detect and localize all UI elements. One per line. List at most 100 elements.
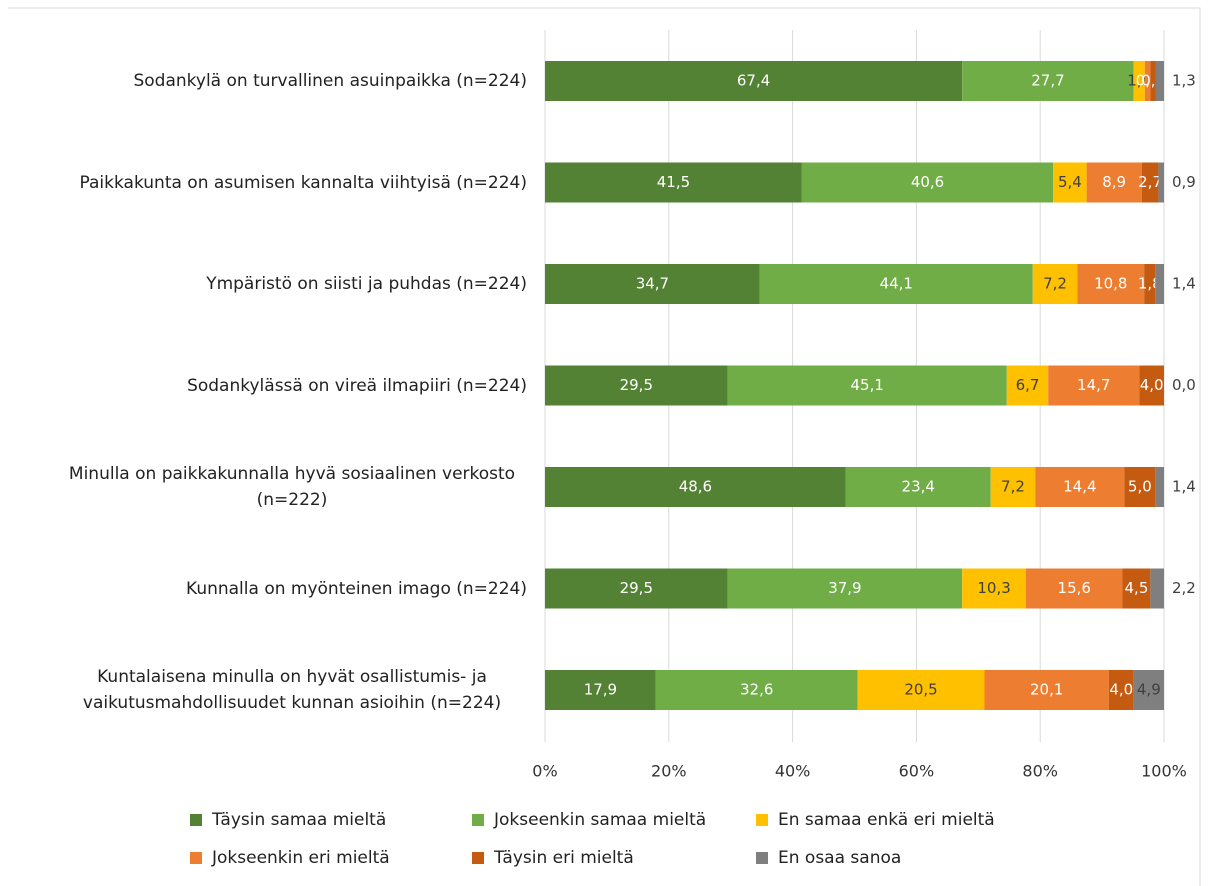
bar-segment bbox=[1124, 467, 1156, 507]
bar-segment bbox=[1077, 264, 1145, 304]
bar-segment bbox=[801, 162, 1054, 203]
data-label: 4,9 bbox=[1137, 681, 1161, 699]
bar-segment bbox=[1108, 670, 1134, 710]
x-tick-label: 0% bbox=[532, 762, 557, 781]
x-tick-label: 100% bbox=[1141, 762, 1187, 781]
category-text: Kunnalla on myönteinen imago (n=224) bbox=[186, 578, 527, 599]
bar-segment bbox=[545, 568, 728, 609]
category-text: Ympäristö on siisti ja puhdas (n=224) bbox=[206, 274, 527, 294]
bar-segment bbox=[990, 467, 1036, 507]
data-label: 37,9 bbox=[828, 579, 861, 597]
legend-label: Täysin samaa mieltä bbox=[211, 810, 386, 830]
category-label: Minulla on paikkakunnalla hyvä sosiaalin… bbox=[0, 461, 527, 513]
data-label: 23,4 bbox=[902, 478, 935, 496]
data-label: 2,2 bbox=[1172, 579, 1196, 597]
bar-segment bbox=[1032, 264, 1078, 304]
data-label: 1,4 bbox=[1172, 275, 1196, 293]
data-label: 8,9 bbox=[1102, 173, 1126, 191]
data-label: 34,7 bbox=[636, 275, 669, 293]
x-tick-label: 40% bbox=[775, 762, 811, 781]
data-label: 41,5 bbox=[657, 173, 690, 191]
bar-segment bbox=[1155, 264, 1164, 304]
bar-segment bbox=[962, 61, 1134, 101]
bar-segment bbox=[1053, 162, 1087, 203]
bar-segment bbox=[1048, 365, 1140, 406]
bar-segment bbox=[545, 162, 802, 203]
category-label: Kuntalaisena minulla on hyvät osallistum… bbox=[0, 664, 527, 716]
bar-segment bbox=[962, 568, 1026, 609]
category-text: Kuntalaisena minulla on hyvät osallistum… bbox=[82, 667, 502, 713]
data-label: 5,0 bbox=[1128, 478, 1152, 496]
legend-label: Jokseenkin eri mieltä bbox=[211, 848, 390, 868]
category-label: Paikkakunta on asumisen kannalta viihtyi… bbox=[0, 170, 527, 196]
data-label: 1,3 bbox=[1172, 72, 1196, 90]
data-label: 10,8 bbox=[1094, 275, 1127, 293]
bar-segment bbox=[545, 264, 760, 304]
data-label: 20,1 bbox=[1030, 681, 1063, 699]
bar-segment bbox=[759, 264, 1033, 304]
bar-segment bbox=[1139, 365, 1164, 406]
bar-segment bbox=[1155, 61, 1164, 101]
legend-label: En osaa sanoa bbox=[778, 848, 901, 868]
bar-segment bbox=[1025, 568, 1123, 609]
bar-segment bbox=[655, 670, 858, 710]
data-label: 29,5 bbox=[620, 376, 653, 394]
category-label: Sodankylä on turvallinen asuinpaikka (n=… bbox=[0, 68, 527, 94]
category-label: Ympäristö on siisti ja puhdas (n=224) bbox=[0, 271, 527, 297]
legend-swatch bbox=[756, 814, 768, 826]
legend-swatch bbox=[756, 852, 768, 864]
data-label: 48,6 bbox=[679, 478, 712, 496]
x-tick-label: 20% bbox=[651, 762, 687, 781]
data-label: 15,6 bbox=[1058, 579, 1091, 597]
x-tick-label: 60% bbox=[899, 762, 935, 781]
bar-segment bbox=[545, 467, 846, 507]
bar-segment bbox=[1158, 162, 1164, 203]
data-label: 29,5 bbox=[620, 579, 653, 597]
data-label: 7,2 bbox=[1043, 275, 1067, 293]
legend-label: En samaa enkä eri mieltä bbox=[778, 810, 995, 830]
data-label: 40,6 bbox=[911, 173, 944, 191]
data-label: 27,7 bbox=[1031, 72, 1064, 90]
data-label: 10,3 bbox=[977, 579, 1010, 597]
legend-label: Jokseenkin samaa mieltä bbox=[493, 810, 706, 830]
data-label: 2,7 bbox=[1138, 173, 1162, 191]
data-label: 32,6 bbox=[740, 681, 773, 699]
data-label: 4,0 bbox=[1109, 681, 1133, 699]
category-label: Kunnalla on myönteinen imago (n=224) bbox=[0, 576, 527, 602]
category-text: Sodankylä on turvallinen asuinpaikka (n=… bbox=[133, 71, 527, 91]
bar-segment bbox=[845, 467, 991, 507]
bar-segment bbox=[545, 61, 963, 101]
data-label: 7,2 bbox=[1001, 478, 1025, 496]
bar-segment bbox=[1006, 365, 1049, 406]
legend-swatch bbox=[472, 852, 484, 864]
legend-swatch bbox=[472, 814, 484, 826]
data-label: 67,4 bbox=[737, 72, 770, 90]
bar-segment bbox=[1133, 670, 1164, 710]
bar-segment bbox=[1086, 162, 1142, 203]
data-label: 14,7 bbox=[1077, 376, 1110, 394]
data-label: 0,9 bbox=[1172, 173, 1196, 191]
bar-segment bbox=[1035, 467, 1125, 507]
bar-segment bbox=[984, 670, 1109, 710]
x-tick-label: 80% bbox=[1022, 762, 1058, 781]
category-label: Sodankylässä on vireä ilmapiiri (n=224) bbox=[0, 373, 527, 399]
data-label: 4,5 bbox=[1125, 579, 1149, 597]
bar-segment bbox=[1133, 61, 1145, 101]
bar-segment bbox=[1150, 568, 1164, 609]
bar-segment bbox=[1122, 568, 1151, 609]
category-text: Minulla on paikkakunnalla hyvä sosiaalin… bbox=[68, 464, 516, 510]
legend-label: Täysin eri mieltä bbox=[493, 848, 634, 868]
bar-segment bbox=[727, 568, 963, 609]
bar-segment bbox=[1144, 61, 1151, 101]
bar-segment bbox=[545, 670, 656, 710]
bar-segment bbox=[857, 670, 985, 710]
category-text: Sodankylässä on vireä ilmapiiri (n=224) bbox=[187, 375, 527, 396]
bar-segment bbox=[545, 365, 728, 406]
legend-swatch bbox=[190, 814, 202, 826]
chart-border bbox=[8, 7, 1201, 886]
bar-segment bbox=[1141, 162, 1159, 203]
data-label: 5,4 bbox=[1058, 173, 1082, 191]
bar-segment bbox=[727, 365, 1007, 406]
